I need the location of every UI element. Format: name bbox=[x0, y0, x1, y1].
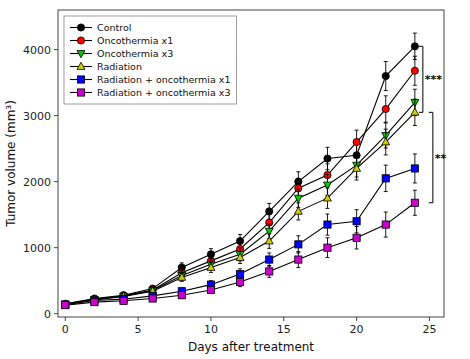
data-point bbox=[120, 297, 127, 304]
data-point bbox=[266, 268, 273, 275]
data-point bbox=[178, 273, 186, 280]
data-point bbox=[295, 256, 302, 263]
data-point bbox=[62, 301, 69, 308]
data-point bbox=[266, 256, 273, 263]
x-tick bbox=[429, 317, 430, 321]
y-tick-label: 3000 bbox=[23, 110, 51, 123]
y-tick-label: 4000 bbox=[23, 44, 51, 57]
legend-label: Radiation + oncothermia x1 bbox=[97, 74, 231, 85]
series-line bbox=[65, 203, 415, 305]
data-point bbox=[324, 244, 331, 251]
legend: Control Oncothermia x1 Oncothermia x3 Radia… bbox=[64, 16, 237, 104]
data-point bbox=[294, 207, 302, 214]
x-tick-label: 15 bbox=[277, 323, 291, 336]
data-point bbox=[382, 105, 389, 112]
legend-label: Oncothermia x1 bbox=[97, 35, 173, 46]
significance-label: *** bbox=[425, 73, 443, 86]
x-tick-label: 0 bbox=[62, 323, 69, 336]
data-point bbox=[178, 292, 185, 299]
legend-label: Control bbox=[97, 22, 131, 33]
data-point bbox=[353, 164, 361, 171]
y-axis-label: Tumor volume (mm³) bbox=[4, 100, 18, 228]
legend-swatch-marker bbox=[77, 89, 84, 96]
data-point bbox=[207, 263, 215, 270]
x-tick-label: 5 bbox=[135, 323, 142, 336]
legend-label: Radiation + oncothermia x3 bbox=[97, 87, 231, 98]
legend-swatch-marker bbox=[77, 62, 85, 69]
data-point bbox=[382, 72, 389, 79]
data-point bbox=[62, 302, 69, 309]
x-tick bbox=[65, 317, 66, 321]
data-point bbox=[353, 234, 360, 241]
data-point bbox=[265, 237, 273, 244]
legend-frame bbox=[64, 16, 237, 104]
y-tick bbox=[54, 181, 58, 182]
data-point bbox=[411, 67, 418, 74]
data-point bbox=[62, 301, 69, 308]
x-tick bbox=[138, 317, 139, 321]
data-point bbox=[61, 302, 69, 309]
x-tick bbox=[356, 317, 357, 321]
y-tick-label: 0 bbox=[44, 308, 51, 321]
data-point bbox=[236, 278, 243, 285]
y-tick bbox=[54, 49, 58, 50]
series-line bbox=[65, 71, 415, 304]
series-line bbox=[65, 168, 415, 304]
y-tick bbox=[54, 115, 58, 116]
x-axis-label: Days after treatment bbox=[188, 340, 314, 354]
chart: 0 5 10 15 20 25 0 1000 2000 3000 4000 Days after tr… bbox=[0, 0, 470, 359]
data-point bbox=[295, 241, 302, 248]
data-point bbox=[411, 43, 418, 50]
legend-label: Radiation bbox=[97, 61, 142, 72]
series-line bbox=[65, 102, 415, 304]
data-point bbox=[411, 199, 418, 206]
data-point bbox=[324, 155, 331, 162]
data-point bbox=[236, 270, 243, 277]
data-point bbox=[411, 165, 418, 172]
series-line bbox=[65, 46, 415, 303]
x-tick-label: 20 bbox=[350, 323, 364, 336]
x-tick-label: 25 bbox=[422, 323, 436, 336]
legend-swatch-marker bbox=[77, 51, 85, 58]
y-tick bbox=[54, 313, 58, 314]
plot-frame bbox=[58, 10, 444, 317]
plot-data bbox=[61, 33, 419, 309]
data-point bbox=[91, 299, 98, 306]
data-point bbox=[382, 221, 389, 228]
x-tick-label: 10 bbox=[204, 323, 218, 336]
data-point bbox=[207, 286, 214, 293]
data-point bbox=[324, 221, 331, 228]
y-tick-label: 2000 bbox=[23, 176, 51, 189]
series-line bbox=[65, 112, 415, 304]
data-point bbox=[266, 208, 273, 215]
y-tick-label: 1000 bbox=[23, 242, 51, 255]
legend-swatch-marker bbox=[77, 76, 84, 83]
data-point bbox=[149, 295, 156, 302]
data-point bbox=[236, 253, 244, 260]
x-tick bbox=[283, 317, 284, 321]
data-point bbox=[294, 195, 302, 202]
legend-label: Oncothermia x3 bbox=[97, 48, 173, 59]
data-point bbox=[411, 108, 419, 115]
significance-bracket bbox=[419, 46, 423, 112]
significance-label: ** bbox=[435, 152, 447, 165]
legend-swatch-marker bbox=[77, 37, 84, 44]
data-point bbox=[382, 138, 390, 145]
data-point bbox=[382, 175, 389, 182]
data-point bbox=[353, 138, 360, 145]
data-point bbox=[353, 218, 360, 225]
legend-swatch-marker bbox=[77, 24, 84, 31]
x-tick bbox=[210, 317, 211, 321]
y-tick bbox=[54, 247, 58, 248]
data-point bbox=[324, 194, 332, 201]
significance-bracket bbox=[429, 112, 433, 202]
